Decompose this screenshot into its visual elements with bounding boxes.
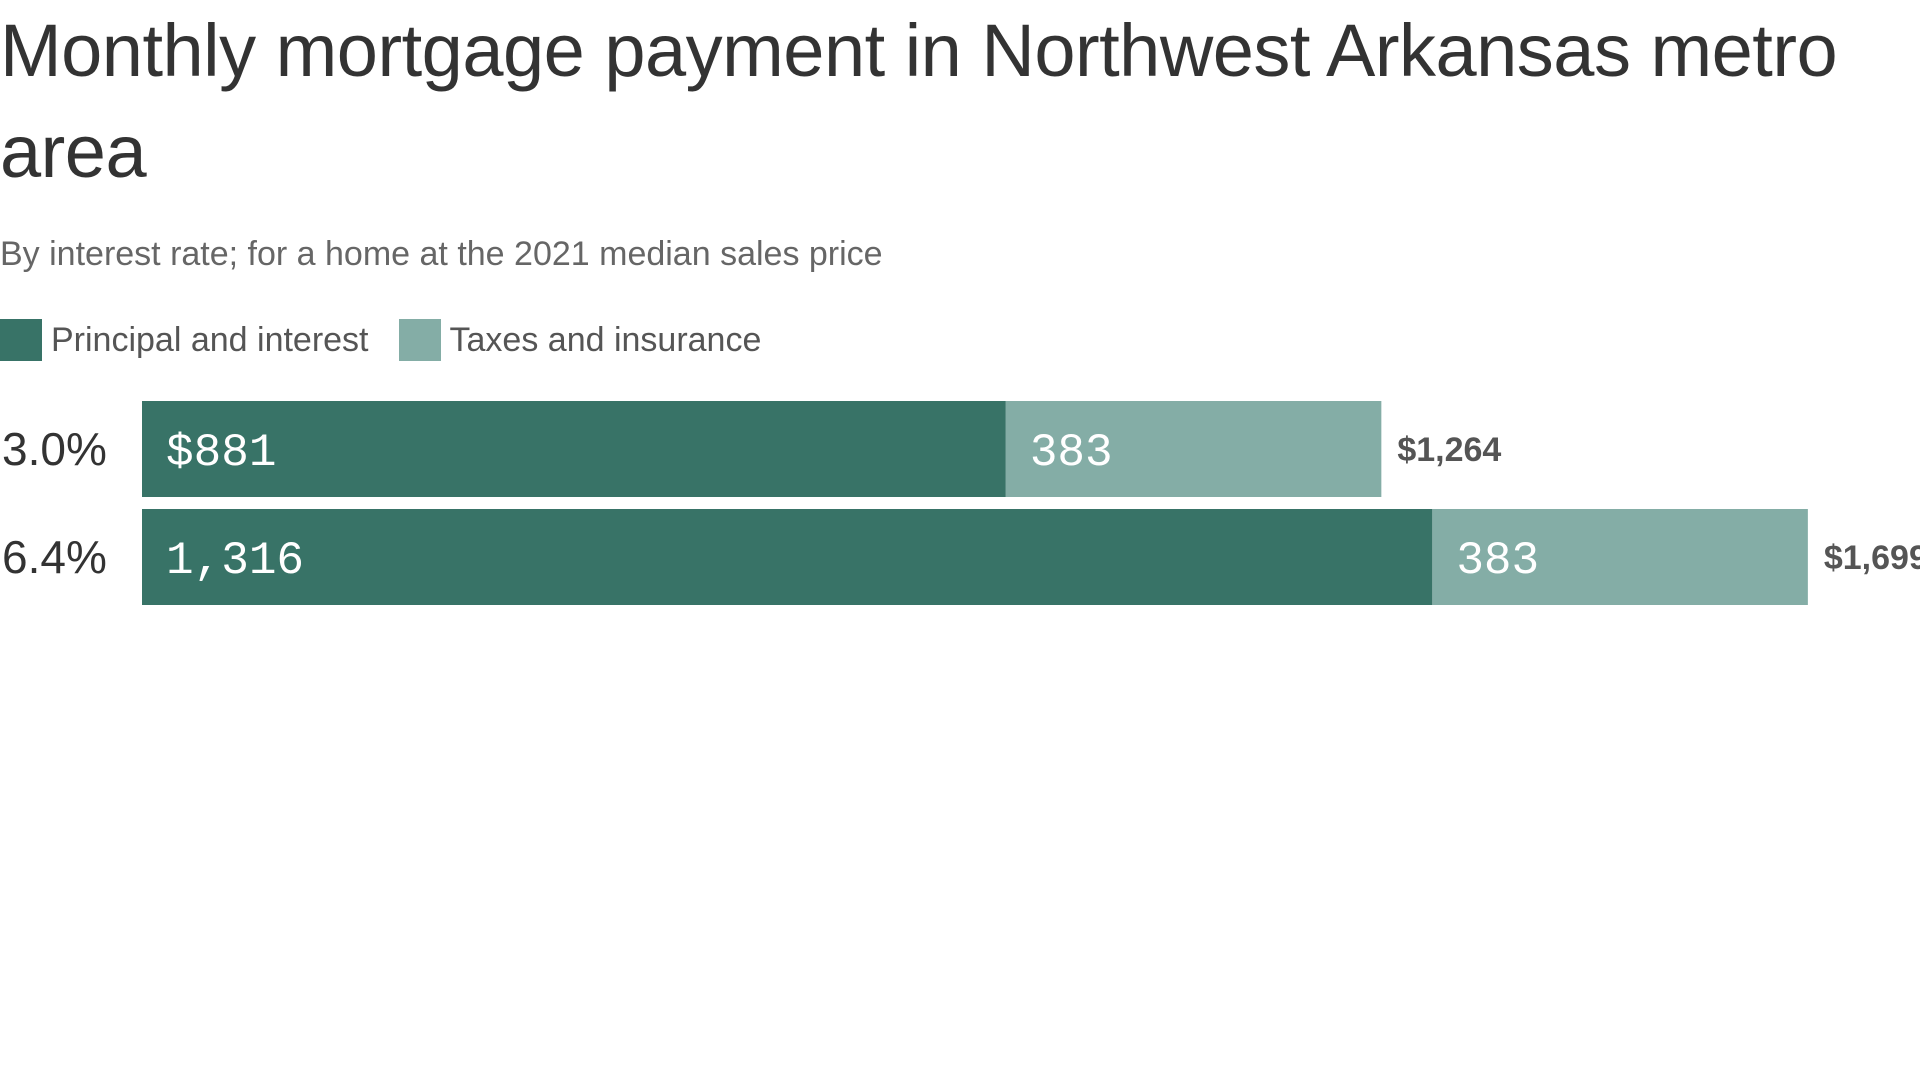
bar-total-label: $1,264	[1397, 431, 1501, 469]
bar-segment-principal	[142, 509, 1433, 605]
legend-label-taxes: Taxes and insurance	[449, 321, 762, 359]
legend: Principal and interest Taxes and insuran…	[0, 318, 791, 362]
legend-item-principal: Principal and interest	[0, 318, 369, 362]
legend-swatch-principal	[0, 319, 42, 361]
category-label: 6.4%	[2, 531, 107, 583]
bar-segment-taxes	[1432, 509, 1808, 605]
bar-segment-taxes	[1005, 401, 1382, 497]
bar-total-label: $1,699	[1824, 539, 1920, 577]
bar-segment-label: 1,316	[166, 535, 304, 587]
legend-swatch-taxes	[398, 319, 441, 361]
category-label: 3.0%	[2, 423, 107, 475]
legend-label-principal: Principal and interest	[51, 321, 369, 359]
bar-segment-label: 383	[1030, 427, 1113, 479]
bar-segment-label: 383	[1456, 535, 1539, 587]
chart-title: Monthly mortgage payment in Northwest Ar…	[0, 9, 1838, 193]
bar-segment-principal	[142, 401, 1006, 497]
bar-segment-label: $881	[166, 427, 276, 479]
chart-subtitle: By interest rate; for a home at the 2021…	[0, 235, 883, 273]
legend-item-taxes: Taxes and insurance	[398, 318, 762, 362]
